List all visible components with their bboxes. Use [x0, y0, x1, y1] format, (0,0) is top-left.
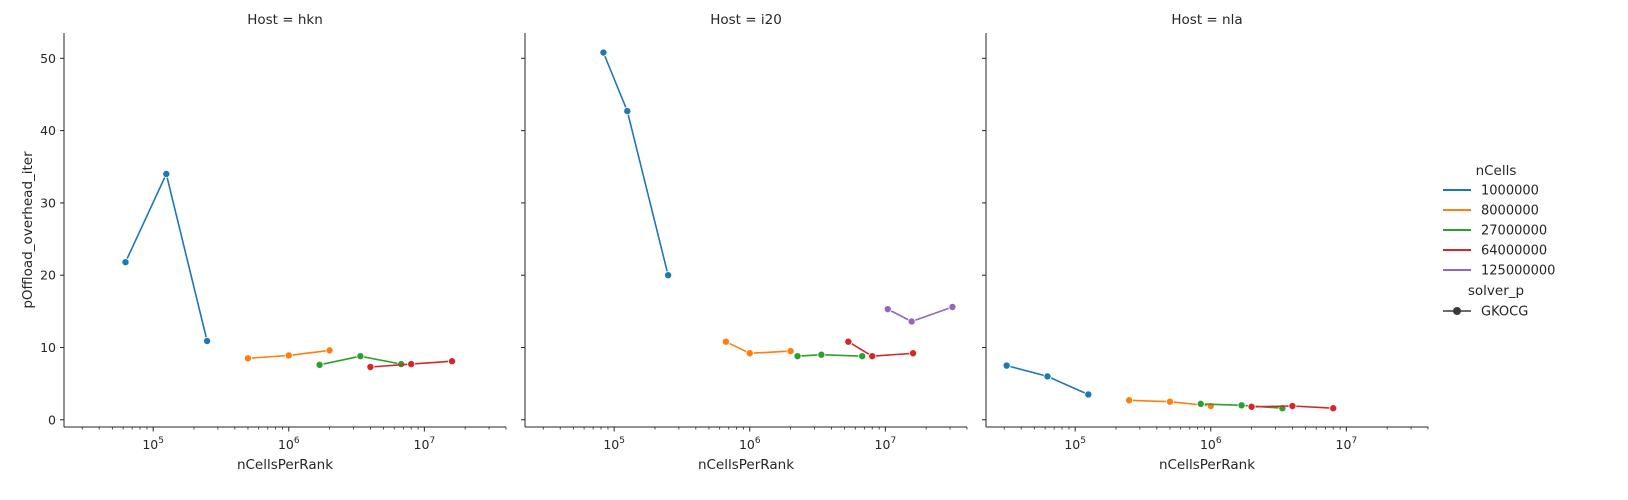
data-point [315, 360, 324, 369]
data-point [243, 354, 252, 363]
x-tick-label: 105 [1064, 436, 1086, 452]
series-line-64000000 [847, 341, 914, 358]
data-point [721, 337, 730, 346]
data-point [907, 317, 916, 326]
data-point [883, 305, 892, 314]
x-tick-label: 105 [603, 436, 625, 452]
chart-panels: Host = hkn 0 10 20 30 40 50 105 106 107 nCellsPerR… [40, 12, 1429, 473]
data-point [366, 362, 375, 371]
legend-style-label: GKOCG [1481, 305, 1528, 320]
legend-label: 125000000 [1481, 264, 1555, 279]
panel-title: Host = i20 [710, 12, 782, 28]
legend-label: 1000000 [1481, 184, 1539, 199]
data-point [858, 352, 867, 361]
legend-style-title: solver_p [1468, 283, 1524, 299]
data-point [868, 352, 877, 361]
data-point [786, 347, 795, 356]
data-point [599, 48, 608, 57]
x-tick-label: 107 [1336, 436, 1358, 452]
series-line-27000000 [797, 353, 863, 357]
data-point [793, 352, 802, 361]
data-point [407, 360, 416, 369]
series-line-8000000 [725, 340, 791, 355]
series-line-1000000 [602, 52, 669, 276]
data-point [284, 351, 293, 360]
legend-label: 27000000 [1481, 224, 1547, 239]
data-point [1165, 397, 1174, 406]
data-point [162, 169, 171, 178]
x-tick-label: 107 [875, 436, 897, 452]
y-tick-label: 40 [40, 123, 56, 138]
data-point [1247, 402, 1256, 411]
data-point [1002, 361, 1011, 370]
legend-style-marker [1453, 307, 1461, 315]
data-point [448, 357, 457, 366]
legend-label: 64000000 [1481, 244, 1547, 259]
y-tick-label: 50 [40, 51, 56, 66]
x-axis-label: nCellsPerRank [237, 457, 333, 473]
data-point [1084, 390, 1093, 399]
data-point [121, 258, 130, 267]
data-point [1329, 404, 1338, 413]
panel-title: Host = nla [1171, 12, 1242, 28]
data-point [664, 271, 673, 280]
data-point [1043, 372, 1052, 381]
series-line-1000000 [124, 171, 208, 342]
series-line-125000000 [887, 306, 953, 323]
data-point [948, 302, 957, 311]
data-point [817, 350, 826, 359]
data-point [1125, 396, 1134, 405]
data-point [356, 352, 365, 361]
data-point [623, 107, 632, 116]
y-tick-label: 0 [48, 412, 56, 427]
y-tick-label: 30 [40, 195, 56, 210]
x-tick-label: 107 [414, 436, 436, 452]
x-tick-label: 106 [1200, 436, 1222, 452]
data-point [1237, 401, 1246, 410]
y-tick-label: 20 [40, 268, 56, 283]
data-point [844, 337, 853, 346]
y-axis-label: pOffload_overhead_iter [20, 151, 36, 309]
data-point [1196, 399, 1205, 408]
data-point [325, 346, 334, 355]
panel-0: Host = hkn 0 10 20 30 40 50 105 106 107 nCellsPerR… [40, 12, 507, 473]
x-tick-label: 106 [739, 436, 761, 452]
panel-1: Host = i20 105 106 107 nCellsPerRank [521, 12, 968, 473]
data-point [745, 349, 754, 358]
data-point [203, 336, 212, 345]
panel-2: Host = nla 105 106 107 nCellsPerRank [982, 12, 1429, 473]
panel-title: Host = hkn [247, 12, 323, 28]
legend-label: 8000000 [1481, 204, 1539, 219]
x-tick-label: 105 [142, 436, 164, 452]
y-tick-label: 10 [40, 340, 56, 355]
x-axis-label: nCellsPerRank [698, 457, 794, 473]
legend: nCells 1000000 8000000 27000000 64000000 1250… [1443, 163, 1555, 320]
x-axis-label: nCellsPerRank [1159, 457, 1255, 473]
x-tick-label: 106 [278, 436, 300, 452]
data-point [909, 349, 918, 358]
legend-title: nCells [1476, 163, 1517, 179]
data-point [1288, 402, 1297, 411]
